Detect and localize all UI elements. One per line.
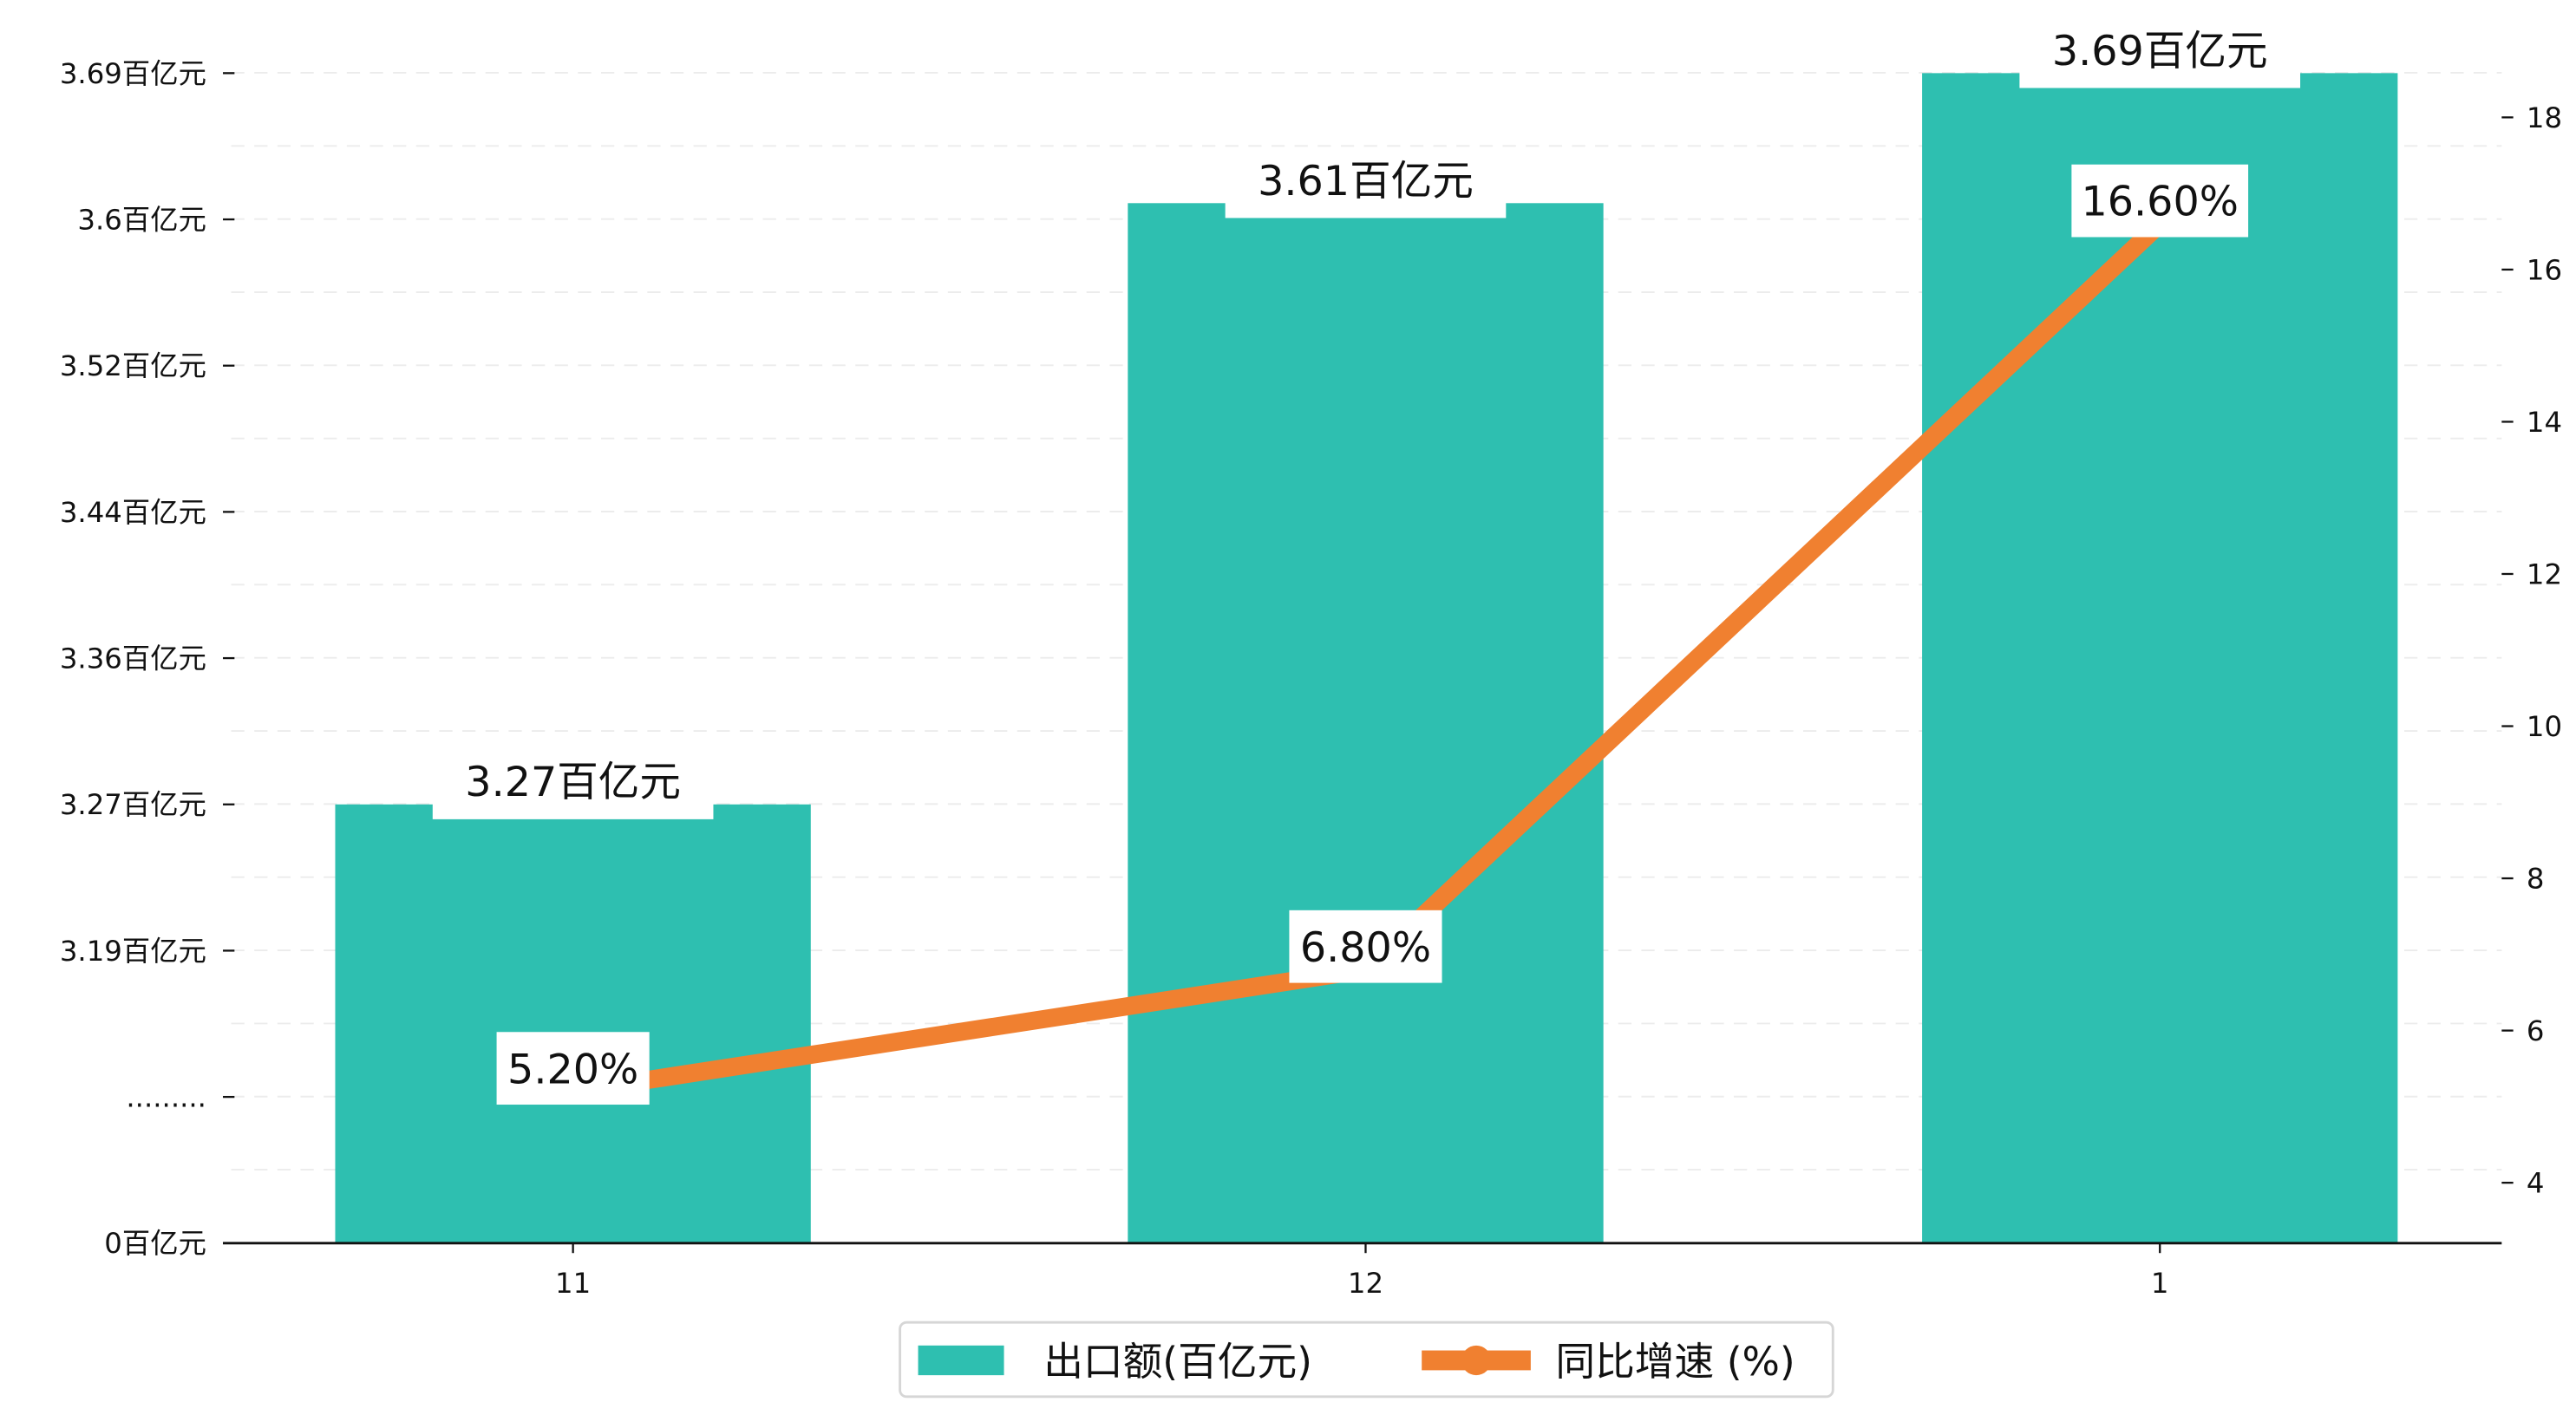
left-tick-label: 3.6百亿元 [77,203,206,236]
bar-value-label-bg [1225,153,1507,218]
legend-line-label: 同比增速 (%) [1555,1339,1795,1385]
legend-bar-label: 出口额(百亿元) [1043,1339,1312,1385]
bar [1922,73,2398,1243]
left-tick-label: ......... [126,1081,206,1114]
left-tick-label: 3.36百亿元 [60,642,206,675]
x-tick-label: 11 [555,1267,591,1300]
growth-value-label: 6.80% [1300,924,1431,972]
left-tick-label: 3.27百亿元 [60,788,206,821]
legend-bar-swatch [918,1345,1004,1376]
left-tick-label: 3.69百亿元 [60,57,206,90]
right-tick-label: 10 [2527,710,2562,743]
legend-box [899,1320,1834,1399]
bar-value-label-bg [2019,23,2301,88]
right-tick-label: 12 [2527,558,2562,590]
x-tick-label: 12 [1348,1267,1383,1300]
data-labels: 3.27百亿元 3.61百亿元 3.69百亿元 5.20% 6.80% 16.60% [432,23,2301,1105]
legend-line-marker [1461,1345,1492,1376]
bars [335,73,2398,1243]
bar [1128,203,1604,1243]
right-tick-label: 16 [2527,253,2562,286]
right-tick-label: 6 [2527,1014,2545,1047]
bar-value-label: 3.61百亿元 [1258,158,1474,205]
growth-value-label-bg [2071,164,2249,238]
growth-value-label-bg [496,1032,650,1105]
x-tick-label: 1 [2151,1267,2169,1300]
right-axis: 4 6 8 10 12 14 16 18 [2501,101,2562,1200]
growth-value-label: 5.20% [507,1046,638,1093]
legend: 出口额(百亿元) 同比增速 (%) [899,1320,1834,1399]
growth-value-label-bg [1289,910,1442,983]
left-axis: 0百亿元......... 3.19百亿元 3.27百亿元 3.36百亿元 3.44百亿… [60,57,235,1260]
right-tick-label: 14 [2527,406,2562,439]
left-tick-label: 0百亿元 [104,1227,206,1260]
left-tick-label: 3.44百亿元 [60,496,206,529]
right-tick-label: 4 [2527,1167,2545,1200]
right-tick-label: 18 [2527,101,2562,134]
left-tick-label: 3.19百亿元 [60,935,206,968]
left-tick-label: 3.52百亿元 [60,349,206,382]
bar [335,804,811,1243]
growth-value-label: 16.60% [2082,179,2239,226]
bar-value-label: 3.27百亿元 [465,759,681,806]
right-tick-label: 8 [2527,862,2545,895]
bar-value-label-bg [432,754,714,819]
bar-value-label: 3.69百亿元 [2052,28,2268,75]
x-axis: 11 12 1 [223,1242,2502,1300]
